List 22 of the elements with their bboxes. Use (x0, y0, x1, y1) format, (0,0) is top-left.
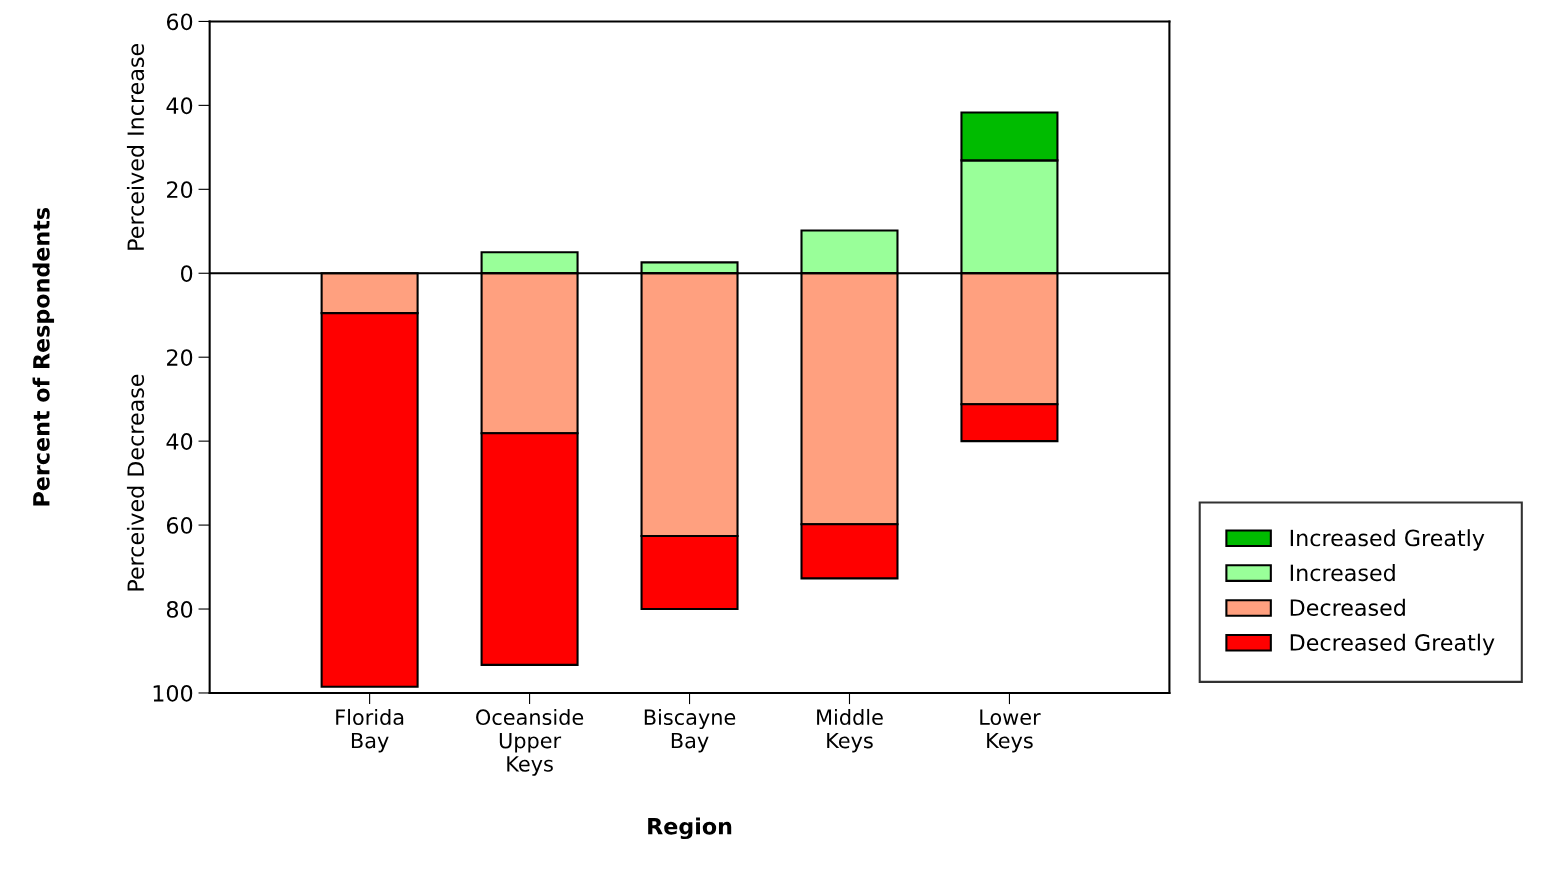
x-tick-label: Lower Keys (980, 709, 1041, 753)
text: Perceived Increase (126, 44, 145, 250)
y-tick-label: 40 (166, 97, 193, 115)
legend-label: Increased Greatly (1290, 529, 1485, 551)
x-tick-label: Middle Keys (817, 708, 883, 753)
text: Perceived Decrease (126, 374, 145, 591)
y-tick-label: 80 (166, 600, 193, 618)
y-tick-label: 20 (167, 181, 193, 199)
x-tick-label: Oceanside Upper Keys (476, 708, 584, 776)
y-tick-label: 40 (166, 433, 193, 450)
y-tick-label: 20 (167, 349, 193, 366)
x-axis-title: Region (648, 817, 732, 840)
x-tick-label: Biscayne Bay (644, 708, 736, 753)
y-tick-label: 100 (153, 684, 193, 702)
y-tick-label: 0 (181, 265, 193, 283)
y-tick-label: 60 (166, 517, 193, 534)
x-tick-label: Florida Bay (336, 708, 404, 753)
y-tick-label: 60 (166, 13, 193, 31)
legend-label: Decreased (1290, 598, 1405, 617)
legend-label: Decreased Greatly (1290, 633, 1495, 656)
legend-label: Increased (1290, 564, 1395, 582)
y-axis-title: Percent of Respondents (32, 208, 55, 506)
